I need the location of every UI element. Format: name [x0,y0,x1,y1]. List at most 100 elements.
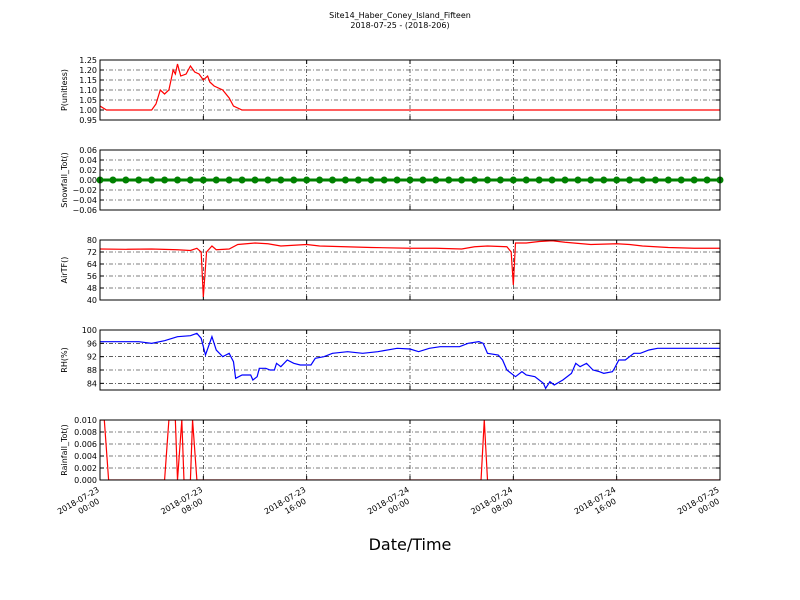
x-tick-label: 2018-07-24 00:00 [366,484,418,525]
y-tick-label: 48 [87,284,97,293]
x-axis-label: Date/Time [369,535,452,554]
data-marker [484,176,491,184]
y-tick-label: 64 [87,260,97,269]
data-marker [406,176,414,184]
data-marker [238,176,246,184]
y-tick-label: 84 [87,379,97,388]
data-marker [225,176,233,184]
y-tick-label: 1.00 [79,106,97,115]
figure-subtitle: 2018-07-25 - (2018-206) [350,21,449,30]
y-tick-label: 96 [87,339,97,348]
data-marker [135,176,143,184]
y-axis-label: RH(%) [60,347,69,372]
y-axis-label: Rainfall_Tot() [60,424,69,476]
data-marker [432,176,440,184]
data-marker [251,176,259,184]
y-tick-label: 0.006 [74,440,97,449]
data-marker [445,176,453,184]
data-marker [186,176,194,184]
data-marker [393,176,401,184]
data-marker [109,176,117,184]
data-marker [561,176,569,184]
data-marker [703,176,711,184]
y-tick-label: 0.02 [79,166,97,175]
data-marker [626,176,634,184]
data-marker [690,176,698,184]
axes-frame [99,419,721,481]
data-marker [600,176,608,184]
data-marker [664,176,672,184]
y-tick-label: 0.000 [74,476,97,485]
x-tick-label: 2018-07-23 16:00 [263,484,315,525]
data-marker [367,176,375,184]
x-tick-label: 2018-07-25 00:00 [676,484,728,525]
data-marker [316,176,324,184]
data-line [100,240,720,298]
y-tick-label: 0.008 [74,428,97,437]
y-tick-label: −0.04 [72,196,97,205]
data-marker [303,176,311,184]
y-tick-label: 40 [87,296,97,305]
y-tick-label: 80 [87,236,97,245]
data-line [100,332,720,390]
axes-frame [99,59,721,121]
y-tick-label: 1.25 [79,56,97,65]
y-tick-label: 88 [87,366,97,375]
y-tick-label: −0.02 [72,186,97,195]
x-tick-label: 2018-07-23 08:00 [159,484,211,525]
data-line [100,420,720,480]
y-tick-label: 0.95 [79,116,97,125]
figure-title: Site14_Haber_Coney_Island_Fifteen [329,11,471,20]
x-tick-label: 2018-07-24 16:00 [573,484,625,525]
y-axis-label: AirTF() [60,257,69,284]
data-marker [148,176,156,184]
y-axis-label: P(unitless) [60,69,69,111]
y-tick-label: 56 [87,272,97,281]
data-marker [574,176,582,184]
data-marker [174,176,181,184]
data-marker [509,176,517,184]
y-tick-label: 0.010 [74,416,97,425]
y-tick-label: 0.002 [74,464,97,473]
data-marker [264,176,272,184]
data-marker [522,176,530,184]
x-tick-label: 2018-07-23 00:00 [56,484,108,525]
data-marker [496,176,504,184]
y-tick-label: 92 [87,353,97,362]
data-marker [199,176,207,184]
y-tick-label: 1.20 [79,66,97,75]
y-tick-label: 1.05 [79,96,97,105]
data-marker [471,176,479,184]
data-marker [548,176,556,184]
data-marker [341,176,349,184]
axes-frame [99,239,721,301]
y-tick-label: −0.06 [72,206,97,215]
y-tick-label: 0.00 [79,176,97,185]
data-marker [277,176,285,184]
data-marker [212,176,220,184]
data-line [100,63,720,111]
data-marker [587,176,595,184]
y-tick-label: 0.004 [74,452,97,461]
data-marker [290,176,298,184]
y-axis-label: Snowfall_Tot() [60,152,69,208]
data-marker [651,176,659,184]
data-marker [419,176,427,184]
data-marker [122,176,130,184]
y-tick-label: 1.15 [79,76,97,85]
data-marker [380,176,388,184]
data-marker [639,176,646,184]
data-marker [458,176,466,184]
y-tick-label: 0.04 [79,156,97,165]
y-tick-label: 72 [87,248,97,257]
data-marker [354,176,362,184]
y-tick-label: 0.06 [79,146,97,155]
axes-frame [99,149,721,211]
data-marker [161,176,169,184]
data-marker [535,176,543,184]
axes-frame [99,329,721,391]
x-tick-label: 2018-07-24 08:00 [469,484,521,525]
data-marker [329,176,336,184]
data-marker [613,176,621,184]
